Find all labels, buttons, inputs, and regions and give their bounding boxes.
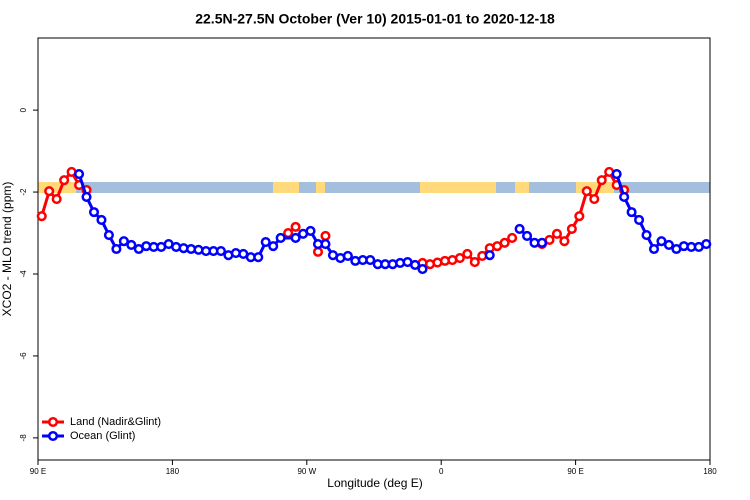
series-marker: [268, 241, 279, 252]
x-tick-label: 90 W: [297, 467, 316, 476]
x-tick-label: 90 E: [567, 467, 583, 476]
series-marker: [275, 232, 286, 243]
series-marker: [118, 236, 129, 247]
x-axis-label: Longitude (deg E): [327, 476, 422, 490]
series-marker: [410, 259, 421, 271]
series-marker: [634, 214, 645, 225]
series-marker: [611, 168, 622, 180]
plot-frame: [37, 37, 711, 461]
series-marker: [484, 250, 495, 261]
series-marker: [320, 239, 331, 250]
series-marker: [88, 207, 100, 218]
series-marker: [663, 239, 674, 250]
series-marker: [215, 245, 226, 257]
series-marker: [96, 214, 107, 225]
series-marker: [290, 232, 301, 243]
series-marker: [574, 211, 585, 222]
series-marker: [648, 243, 660, 255]
series-marker: [559, 236, 570, 247]
series-marker: [581, 186, 592, 197]
series-marker: [111, 243, 122, 255]
series-marker: [507, 232, 518, 243]
series-marker: [81, 191, 92, 203]
series-marker: [536, 237, 548, 248]
land-mask-strip: [38, 182, 710, 193]
series-marker: [51, 193, 62, 205]
series-marker: [566, 223, 577, 234]
series-marker: [74, 168, 85, 180]
series-marker: [499, 237, 510, 248]
series-marker: [260, 236, 271, 248]
series-marker: [619, 191, 630, 203]
chart-title: 22.5N-27.5N October (Ver 10) 2015-01-01 …: [195, 11, 555, 27]
series-marker: [469, 257, 480, 268]
series-marker: [454, 252, 465, 264]
series-marker: [59, 175, 70, 186]
series-marker: [522, 230, 533, 241]
series-marker: [103, 230, 114, 241]
x-tick-label: 90 E: [30, 467, 46, 476]
legend-marker: [47, 430, 59, 442]
series-marker: [290, 221, 301, 232]
y-tick-label: -2: [19, 188, 28, 196]
series-marker: [626, 207, 637, 218]
series-marker: [596, 175, 607, 186]
series-marker: [253, 252, 264, 263]
series-marker: [283, 227, 294, 239]
series-marker: [312, 246, 324, 257]
series-marker: [514, 223, 525, 234]
legend-marker: [47, 416, 59, 428]
series-marker: [417, 264, 428, 275]
series-marker: [589, 193, 600, 205]
legend-label: Ocean (Glint): [70, 430, 135, 442]
series-marker: [701, 239, 712, 250]
y-tick-label: 0: [19, 107, 28, 112]
series-marker: [551, 228, 562, 239]
y-axis-label: XCO2 - MLO trend (ppm): [0, 182, 14, 317]
x-tick-label: 180: [703, 467, 717, 476]
series-marker: [305, 225, 316, 237]
y-tick-label: -4: [19, 270, 28, 278]
x-tick-label: 0: [439, 467, 444, 476]
y-tick-label: -8: [19, 434, 28, 442]
y-tick-label: -6: [19, 352, 28, 360]
series-marker: [365, 255, 376, 266]
series-marker: [656, 236, 667, 247]
legend-label: Land (Nadir&Glint): [70, 416, 161, 428]
x-tick-label: 180: [166, 467, 180, 476]
series-marker: [641, 230, 652, 241]
series-marker: [36, 211, 47, 222]
series-marker: [462, 248, 473, 259]
series-marker: [320, 230, 331, 241]
series-marker: [44, 186, 55, 197]
series-marker: [342, 250, 353, 262]
series-marker: [126, 239, 137, 250]
